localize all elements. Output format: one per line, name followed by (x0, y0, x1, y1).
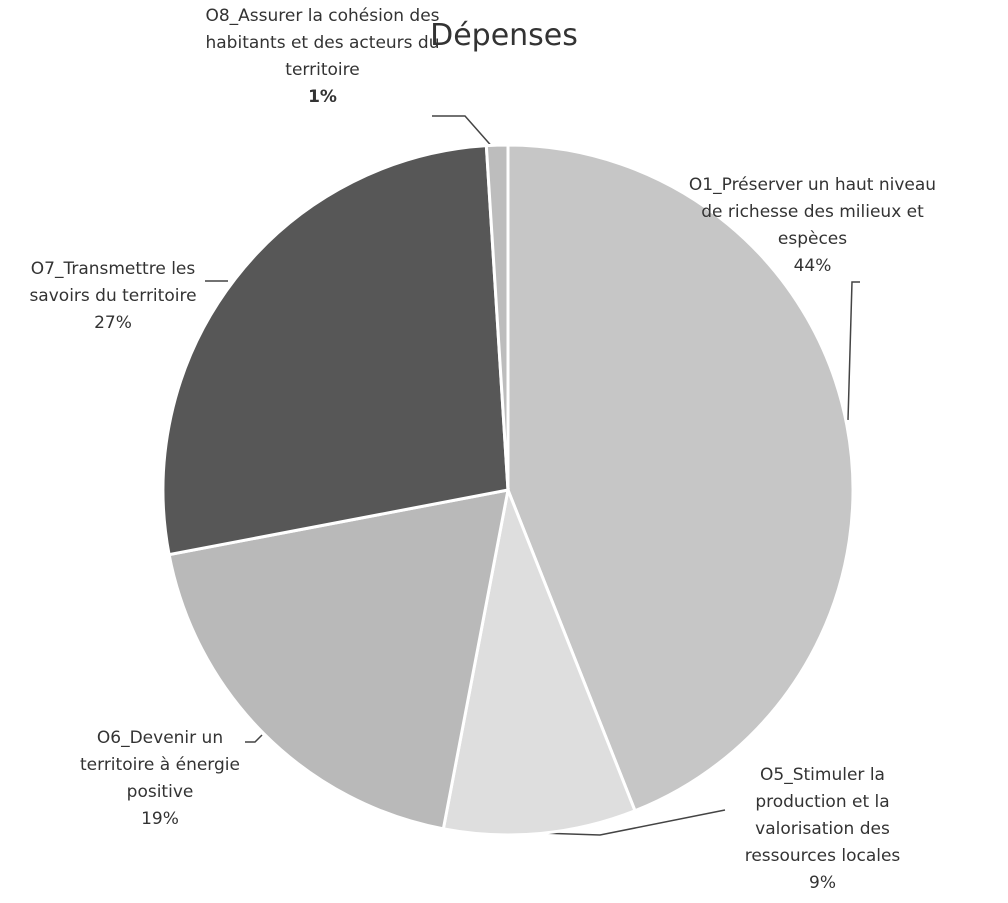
slice-label: O5_Stimuler la production et la valorisa… (725, 762, 920, 897)
slice-label: O8_Assurer la cohésion des habitants et … (205, 3, 440, 111)
slice-label: O1_Préserver un haut niveau de richesse … (680, 172, 945, 280)
value-label: 1% (308, 87, 337, 107)
leader-line (539, 809, 726, 836)
value-label: 27% (94, 313, 132, 333)
value-label: 9% (809, 873, 836, 893)
pie-slice (167, 488, 510, 831)
pie-slice (506, 143, 855, 813)
category-label: O8_Assurer la cohésion des habitants et … (205, 6, 440, 80)
category-label: O1_Préserver un haut niveau de richesse … (688, 175, 937, 249)
value-label: 44% (793, 256, 832, 276)
leader-line (432, 115, 496, 151)
value-label: 19% (141, 809, 179, 829)
category-label: O5_Stimuler la production et la valorisa… (744, 765, 901, 866)
pie-slice (484, 143, 510, 491)
pie-slice (161, 144, 510, 557)
leader-line (245, 734, 263, 743)
slice-label: O7_Transmettre les savoirs du territoire… (3, 256, 223, 337)
chart-title: Dépenses (430, 18, 578, 53)
category-label: O7_Transmettre les savoirs du territoire (29, 259, 197, 306)
pie-slice (441, 484, 637, 837)
leader-lines (205, 115, 860, 836)
category-label: O6_Devenir un territoire à énergie posit… (80, 728, 240, 802)
slice-label: O6_Devenir un territoire à énergie posit… (60, 725, 260, 833)
leader-line (847, 281, 860, 421)
